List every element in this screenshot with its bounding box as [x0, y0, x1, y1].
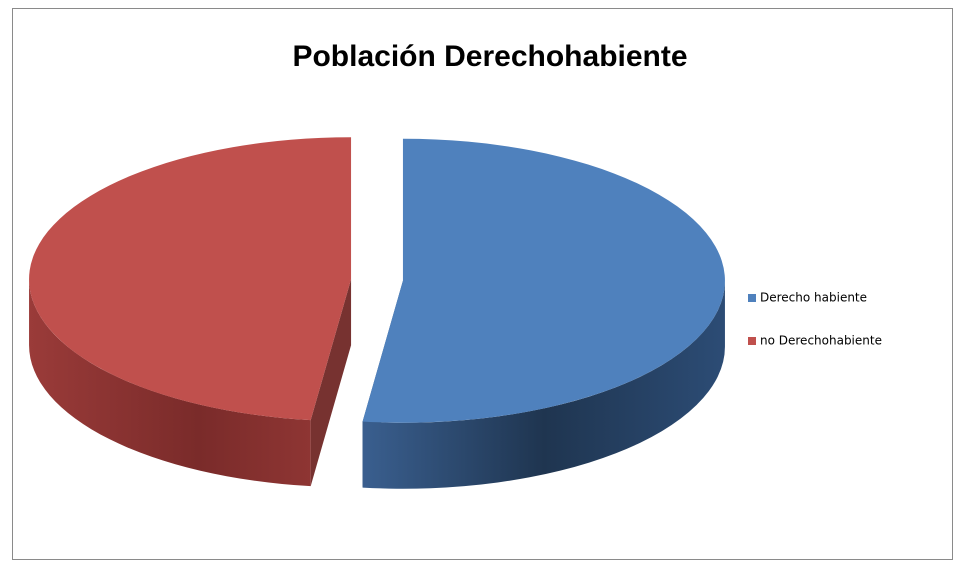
legend-swatch	[748, 337, 756, 345]
slice-wall	[29, 279, 311, 487]
slice-side	[310, 279, 352, 487]
slice	[29, 137, 352, 421]
legend-label: Derecho habiente	[760, 291, 867, 305]
legend-label: no Derechohabiente	[760, 334, 882, 348]
chart-title: Población Derechohabiente	[292, 40, 687, 73]
legend-swatch	[748, 294, 756, 302]
slice	[362, 138, 725, 423]
slice-wall	[362, 280, 725, 489]
